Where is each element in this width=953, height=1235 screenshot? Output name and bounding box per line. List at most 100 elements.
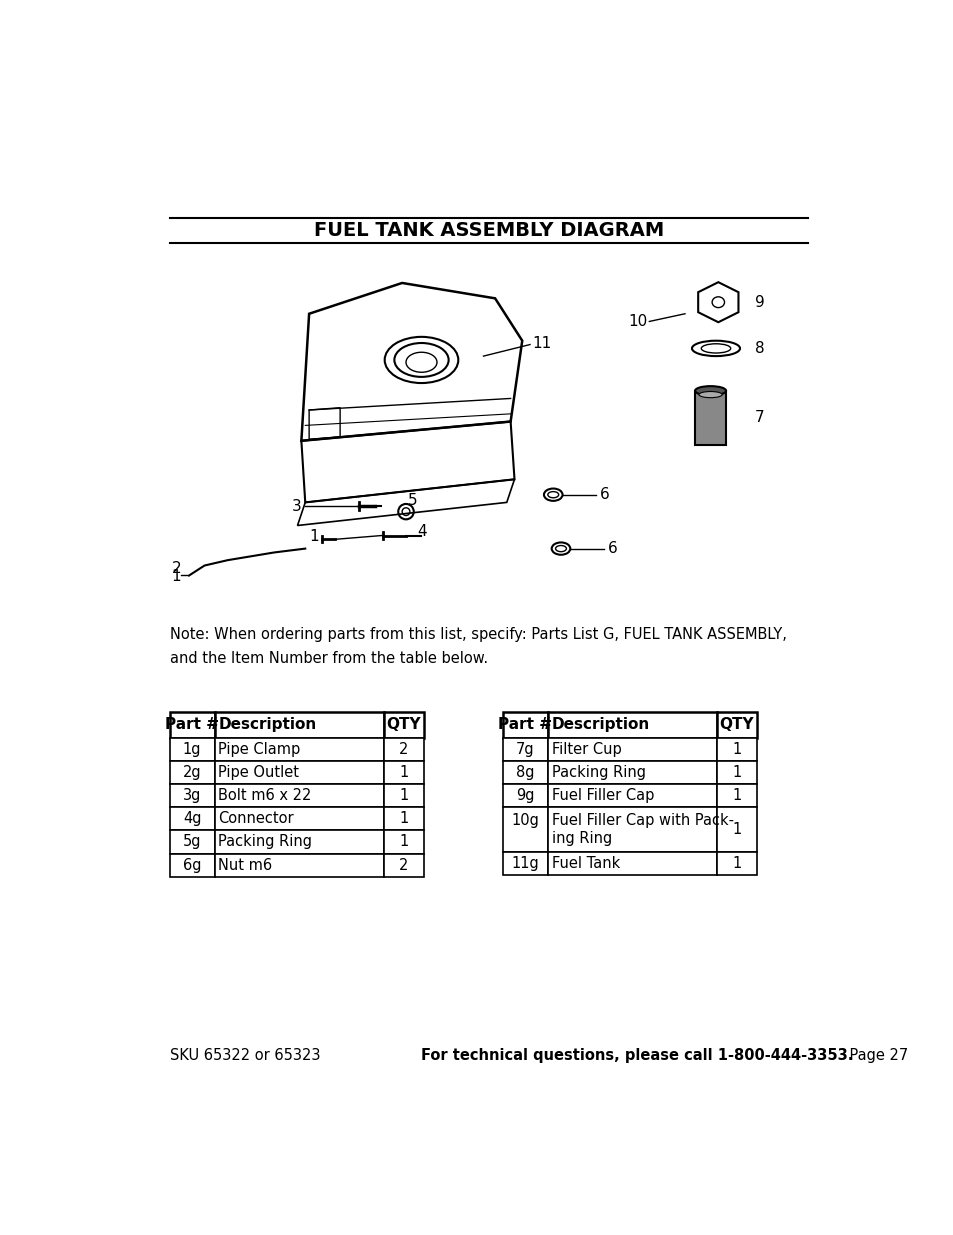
Bar <box>383 784 423 808</box>
Bar <box>547 852 716 876</box>
Bar <box>502 761 547 784</box>
Bar <box>383 739 423 761</box>
Text: 1: 1 <box>732 856 740 871</box>
Text: Pipe Outlet: Pipe Outlet <box>218 766 299 781</box>
Text: Part #: Part # <box>497 718 552 732</box>
Text: 6: 6 <box>607 541 617 556</box>
Text: 5: 5 <box>408 493 417 508</box>
Text: For technical questions, please call 1-800-444-3353.: For technical questions, please call 1-8… <box>421 1047 853 1063</box>
Ellipse shape <box>699 391 721 398</box>
Text: 7g: 7g <box>516 742 534 757</box>
Text: 2g: 2g <box>183 766 201 781</box>
Bar <box>383 808 423 830</box>
Text: 9: 9 <box>754 295 763 310</box>
Bar <box>547 808 716 852</box>
Text: 1: 1 <box>732 788 740 803</box>
Bar <box>214 808 383 830</box>
Text: 2: 2 <box>172 561 181 576</box>
Bar <box>547 784 716 808</box>
Text: ing Ring: ing Ring <box>551 831 611 846</box>
Bar <box>502 808 547 852</box>
Text: 1: 1 <box>398 766 408 781</box>
Bar <box>716 739 757 761</box>
Bar <box>170 761 214 784</box>
Text: Nut m6: Nut m6 <box>218 857 273 873</box>
Text: Connector: Connector <box>218 811 294 826</box>
Bar <box>502 739 547 761</box>
Bar <box>716 852 757 876</box>
Text: 8: 8 <box>754 341 763 356</box>
Text: 2: 2 <box>398 857 408 873</box>
Text: 6g: 6g <box>183 857 201 873</box>
Text: 1: 1 <box>172 569 181 584</box>
Bar <box>214 853 383 877</box>
Text: 10: 10 <box>628 314 647 329</box>
Text: 1: 1 <box>398 788 408 803</box>
Text: 6: 6 <box>599 487 609 503</box>
Text: 1: 1 <box>398 811 408 826</box>
Bar <box>214 739 383 761</box>
Bar <box>214 711 383 739</box>
Bar <box>502 852 547 876</box>
Text: 1: 1 <box>310 529 319 543</box>
Text: Packing Ring: Packing Ring <box>551 766 645 781</box>
Text: QTY: QTY <box>719 718 754 732</box>
Bar <box>383 711 423 739</box>
Text: Part #: Part # <box>165 718 219 732</box>
Text: 4: 4 <box>417 524 427 540</box>
Text: FUEL TANK ASSEMBLY DIAGRAM: FUEL TANK ASSEMBLY DIAGRAM <box>314 221 663 240</box>
Text: Fuel Filler Cap with Pack-: Fuel Filler Cap with Pack- <box>551 813 733 829</box>
Text: 1g: 1g <box>183 742 201 757</box>
Bar <box>716 761 757 784</box>
Bar <box>547 739 716 761</box>
Text: 1: 1 <box>398 835 408 850</box>
Text: Note: When ordering parts from this list, specify: Parts List G, FUEL TANK ASSEM: Note: When ordering parts from this list… <box>170 627 785 666</box>
Text: 1: 1 <box>732 742 740 757</box>
Bar <box>383 761 423 784</box>
Bar <box>170 853 214 877</box>
Text: 9g: 9g <box>516 788 534 803</box>
Bar <box>695 390 725 445</box>
Ellipse shape <box>695 387 725 395</box>
Text: 11: 11 <box>532 336 551 351</box>
Text: Filter Cup: Filter Cup <box>551 742 620 757</box>
Text: 10g: 10g <box>511 813 538 829</box>
Bar <box>170 830 214 853</box>
Bar <box>716 784 757 808</box>
Bar <box>716 808 757 852</box>
Bar <box>170 739 214 761</box>
Bar <box>502 711 547 739</box>
Text: 3g: 3g <box>183 788 201 803</box>
Bar <box>547 761 716 784</box>
Text: 1: 1 <box>732 766 740 781</box>
Bar <box>383 830 423 853</box>
Text: Bolt m6 x 22: Bolt m6 x 22 <box>218 788 312 803</box>
Text: 1: 1 <box>732 823 740 837</box>
Text: 7: 7 <box>754 410 763 425</box>
Text: 4g: 4g <box>183 811 201 826</box>
Bar <box>170 784 214 808</box>
Text: 8g: 8g <box>516 766 534 781</box>
Text: 3: 3 <box>292 499 301 514</box>
Text: Pipe Clamp: Pipe Clamp <box>218 742 300 757</box>
Text: Page 27: Page 27 <box>830 1047 907 1063</box>
Bar <box>170 711 214 739</box>
Text: Fuel Tank: Fuel Tank <box>551 856 619 871</box>
Text: Description: Description <box>551 718 649 732</box>
Text: 5g: 5g <box>183 835 201 850</box>
Bar <box>383 853 423 877</box>
Bar <box>214 761 383 784</box>
Text: Description: Description <box>218 718 316 732</box>
Bar <box>170 808 214 830</box>
Bar <box>214 830 383 853</box>
Text: 11g: 11g <box>511 856 538 871</box>
Text: Packing Ring: Packing Ring <box>218 835 313 850</box>
Text: 2: 2 <box>398 742 408 757</box>
Bar <box>716 711 757 739</box>
Bar <box>214 784 383 808</box>
Text: Fuel Filler Cap: Fuel Filler Cap <box>551 788 654 803</box>
Bar <box>502 784 547 808</box>
Bar <box>547 711 716 739</box>
Text: QTY: QTY <box>386 718 420 732</box>
Text: SKU 65322 or 65323: SKU 65322 or 65323 <box>170 1047 324 1063</box>
